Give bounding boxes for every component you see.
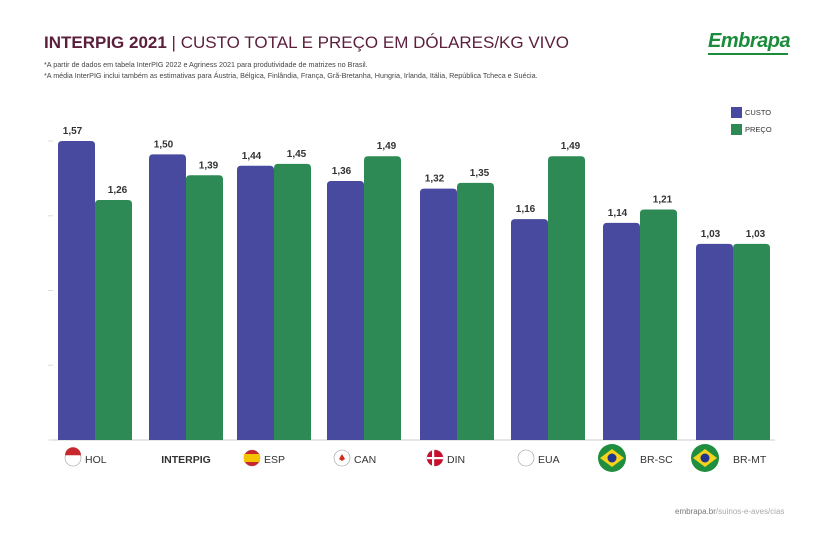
category-interpig: INTERPIG [161, 454, 211, 466]
value-label-preco-din: 1,35 [470, 168, 490, 179]
title-bold: INTERPIG 2021 [44, 33, 167, 52]
bar-preco-hol [95, 200, 132, 440]
category-label: HOL [85, 454, 107, 466]
usa-flag-icon [517, 449, 535, 467]
netherlands-flag-icon [64, 447, 82, 467]
category-can: CAN [333, 449, 376, 467]
value-label-preco-esp: 1,45 [287, 149, 307, 160]
category-din: DIN [426, 449, 465, 467]
value-label-custo-din: 1,32 [425, 174, 445, 185]
bar-custo-din [420, 188, 457, 440]
footer-path: /suinos-e-aves/cias [715, 507, 785, 516]
value-label-preco-eua: 1,49 [561, 141, 581, 152]
value-label-custo-br-sc: 1,14 [608, 208, 628, 219]
footer-domain: embrapa.br [675, 507, 716, 516]
legend-label-preco: PREÇO [745, 125, 772, 134]
legend-item-custo: CUSTO [731, 104, 772, 121]
legend-swatch-preco [731, 124, 742, 135]
bar-preco-interpig [186, 175, 223, 440]
bar-custo-interpig [149, 154, 186, 440]
category-label: BR-SC [640, 454, 673, 466]
bar-custo-hol [58, 141, 95, 440]
category-label: CAN [354, 454, 376, 466]
brazil-flag-icon [598, 444, 626, 472]
category-label: BR-MT [733, 454, 767, 466]
legend-label-custo: CUSTO [745, 108, 772, 117]
bar-preco-din [457, 182, 494, 441]
category-esp: ESP [243, 449, 285, 467]
bar-preco-eua [548, 156, 585, 441]
category-label: DIN [447, 454, 465, 466]
chart-notes: *A partir de dados em tabela InterPIG 20… [44, 59, 538, 81]
legend: CUSTO PREÇO [731, 104, 772, 138]
value-label-preco-br-sc: 1,21 [653, 195, 673, 206]
bar-preco-br-sc [640, 209, 677, 440]
bar-custo-eua [511, 219, 548, 440]
title-separator: | [166, 33, 181, 52]
bar-custo-br-sc [603, 222, 640, 440]
brazil-flag-icon [691, 444, 719, 472]
footer-url: embrapa.br/suinos-e-aves/cias [675, 507, 784, 516]
category-label: EUA [538, 454, 560, 466]
embrapa-logo: Embrapa [708, 30, 791, 55]
category-br-mt: BR-MT [691, 444, 767, 472]
bar-preco-can [364, 156, 401, 441]
legend-item-preco: PREÇO [731, 121, 772, 138]
bar-custo-can [327, 180, 364, 440]
category-label: ESP [264, 454, 285, 466]
value-label-custo-can: 1,36 [332, 166, 352, 177]
category-label: INTERPIG [161, 454, 211, 466]
note-2: *A média InterPIG inclui também as estim… [44, 71, 538, 80]
category-br-sc: BR-SC [598, 444, 673, 472]
value-label-custo-br-mt: 1,03 [701, 229, 721, 240]
bar-custo-esp [237, 165, 274, 440]
category-eua: EUA [517, 449, 560, 467]
chart-title: INTERPIG 2021 | CUSTO TOTAL E PREÇO EM D… [44, 33, 569, 53]
denmark-flag-icon [426, 449, 444, 467]
spain-flag-icon [243, 449, 261, 467]
bar-preco-esp [274, 163, 311, 440]
value-label-preco-interpig: 1,39 [199, 160, 219, 171]
bar-custo-br-mt [696, 243, 733, 440]
bar-preco-br-mt [733, 243, 770, 440]
value-label-preco-hol: 1,26 [108, 185, 128, 196]
value-label-custo-interpig: 1,50 [154, 139, 174, 150]
legend-swatch-custo [731, 107, 742, 118]
value-label-preco-br-mt: 1,03 [746, 229, 766, 240]
canada-flag-icon [333, 449, 351, 467]
value-label-custo-eua: 1,16 [516, 204, 536, 215]
value-label-custo-esp: 1,44 [242, 151, 262, 162]
category-hol: HOL [64, 447, 107, 467]
value-label-custo-hol: 1,57 [63, 126, 83, 137]
value-label-preco-can: 1,49 [377, 141, 397, 152]
note-1: *A partir de dados em tabela InterPIG 20… [44, 60, 368, 69]
title-rest: CUSTO TOTAL E PREÇO EM DÓLARES/KG VIVO [180, 33, 569, 52]
